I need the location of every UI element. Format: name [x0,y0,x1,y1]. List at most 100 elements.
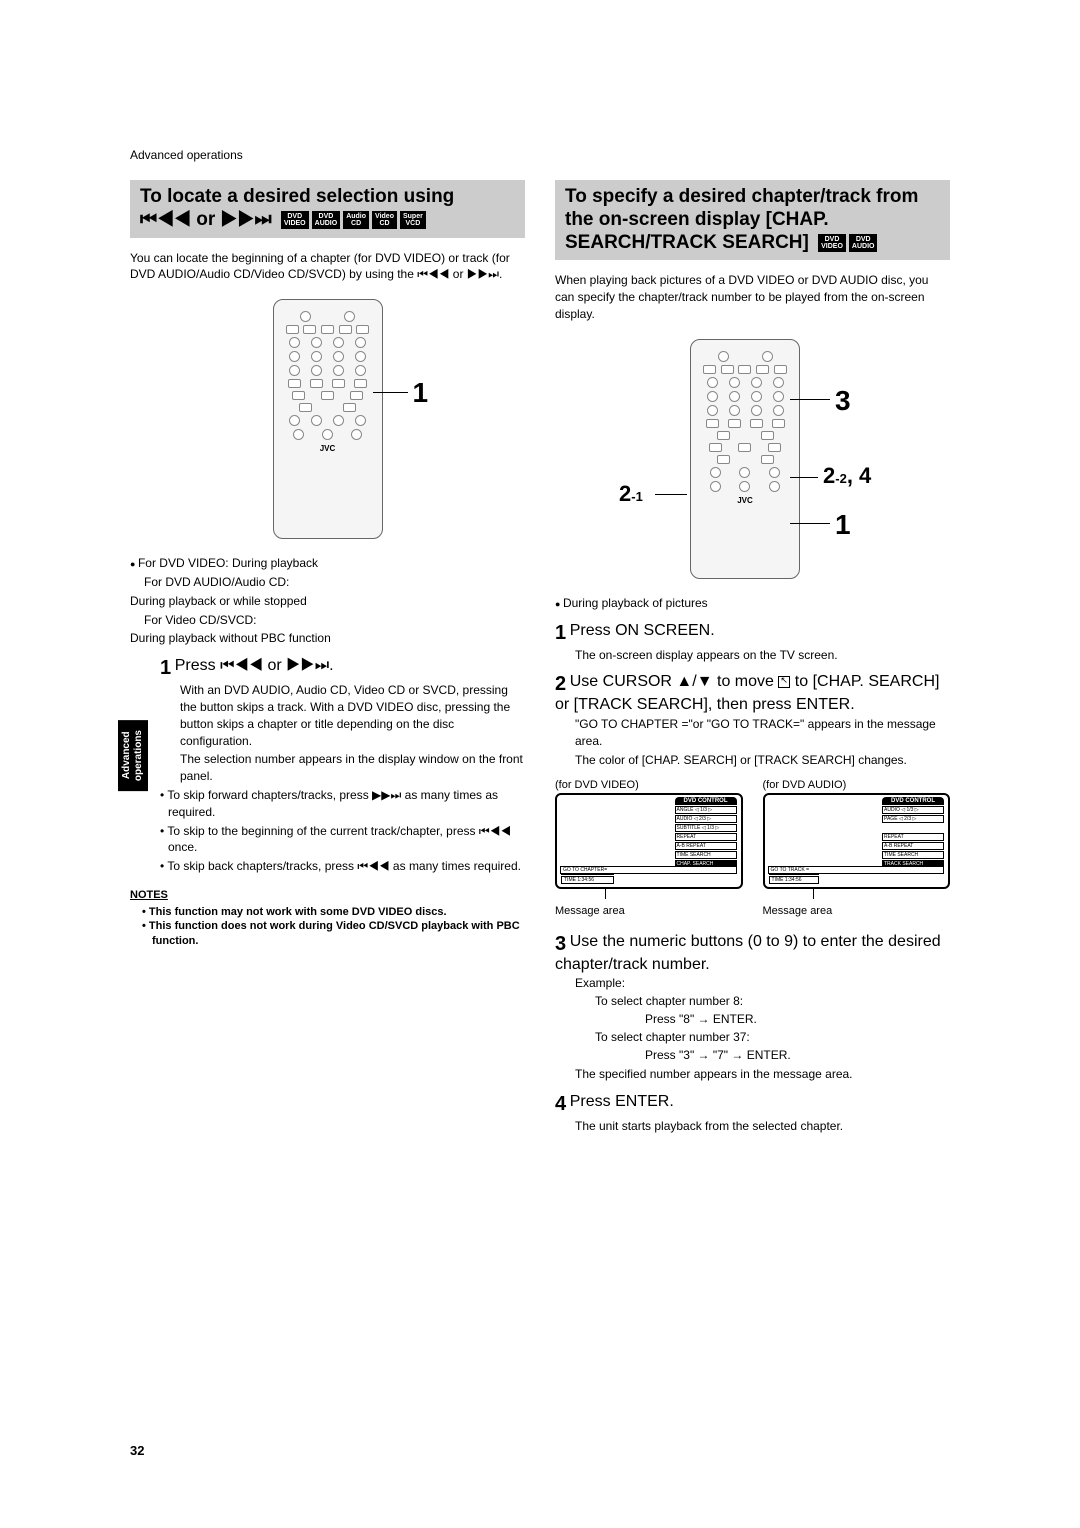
callout-2-2-4: 2-2, 4 [823,463,871,489]
step-body: The on-screen display appears on the TV … [575,647,950,664]
callout-1: 1 [835,509,851,541]
section-header: Advanced operations [130,148,243,162]
osd-audio-label: (for DVD AUDIO) [763,779,951,791]
page-number: 32 [130,1443,144,1458]
notes-title: NOTES [130,889,525,901]
side-tab: Advancedoperations [118,720,148,791]
osd-audio-box: DVD CONTROL AUDIO ◁ 1/3 ▷ PAGE ◁ 2/3 ▷ R… [763,793,951,889]
jvc-logo: JVC [284,444,372,453]
right-remote-figure: JVC 3 2-2, 4 2-1 1 [615,339,875,579]
osd-item: TIME SEARCH [882,851,944,859]
right-badges: DVDVIDEO DVDAUDIO [818,234,877,252]
notes-item: • This function may not work with some D… [152,905,525,919]
badge-video-cd: VideoCD [372,211,397,229]
example-line: To select chapter number 37: [595,1028,950,1046]
osd-panel-title: DVD CONTROL [675,797,737,805]
ctx-line: During playback or while stopped [130,593,525,610]
jvc-logo: JVC [701,496,789,505]
step-bullet: • To skip back chapters/tracks, press ⏮◀… [168,858,525,875]
left-column: To locate a desired selection using ⏮◀◀ … [130,180,525,1144]
osd-msg: GO TO CHAPTER= [560,866,737,874]
osd-item: REPEAT [882,833,944,841]
osd-audio-col: (for DVD AUDIO) DVD CONTROL AUDIO ◁ 1/3 … [763,779,951,917]
notes-item: • This function does not work during Vid… [152,919,525,948]
right-column: To specify a desired chapter/track from … [555,180,950,1144]
osd-chip: TIME 1:34:56 [561,876,614,884]
remote-outline: JVC [690,339,800,579]
step-body: "GO TO CHAPTER ="or "GO TO TRACK=" appea… [575,716,950,750]
osd-chip: TIME 1:34:56 [769,876,820,884]
osd-item: SUBTITLE ◁ 1/3 ▷ [675,824,737,832]
step-bullet: • To skip to the beginning of the curren… [168,823,525,857]
left-remote-figure: JVC 1 [223,299,433,539]
ctx-line: During playback without PBC function [130,630,525,647]
step-bullet: • To skip forward chapters/tracks, press… [168,787,525,821]
step-number: 3 [555,933,566,956]
badge-dvd-video: DVDVIDEO [818,234,846,252]
badge-dvd-video: DVDVIDEO [281,211,309,229]
osd-video-col: (for DVD VIDEO) DVD CONTROL ANGLE ◁ 1/3 … [555,779,743,917]
example-line: Press "8" → ENTER. [645,1010,950,1028]
right-step-4: 4 Press ENTER. The unit starts playback … [555,1093,950,1135]
badge-audio-cd: AudioCD [343,211,369,229]
right-step-1: 1 Press ON SCREEN. The on-screen display… [555,622,950,664]
remote-outline: JVC [273,299,383,539]
left-context: For DVD VIDEO: During playback For DVD A… [130,555,525,647]
step-title: Use the numeric buttons (0 to 9) to ente… [555,933,941,973]
ctx-line: For Video CD/SVCD: [144,612,525,629]
badge-dvd-audio: DVDAUDIO [849,234,878,252]
cursor-icon [778,676,790,688]
msg-area-label: Message area [555,905,743,917]
callout-1: 1 [413,377,429,409]
example-line: To select chapter number 8: [595,992,950,1010]
osd-item: REPEAT [675,833,737,841]
step-title: Press ENTER. [570,1093,674,1110]
right-step-2: 2 Use CURSOR ▲/▼ to move to [CHAP. SEARC… [555,673,950,768]
example-line: Press "3" → "7" → ENTER. [645,1046,950,1064]
osd-panel-title: DVD CONTROL [882,797,944,805]
callout-2-1: 2-1 [619,481,643,507]
osd-item: A-B REPEAT [675,842,737,850]
callout-3: 3 [835,385,851,417]
right-context: During playback of pictures [555,595,950,612]
left-intro: You can locate the beginning of a chapte… [130,250,525,284]
step-body: With an DVD AUDIO, Audio CD, Video CD or… [180,682,525,749]
left-title-line2: ⏮◀◀ or ▶▶⏭ [140,209,272,230]
left-title-line1: To locate a desired selection using [140,186,454,207]
example-label: Example: [575,974,950,992]
osd-video-box: DVD CONTROL ANGLE ◁ 1/3 ▷ AUDIO ◁ 2/3 ▷ … [555,793,743,889]
notes-box: NOTES • This function may not work with … [130,889,525,948]
left-badges: DVDVIDEO DVDAUDIO AudioCD VideoCD SuperV… [281,211,426,229]
osd-item: A-B REPEAT [882,842,944,850]
left-step-1: 1 Press ⏮◀◀ or ▶▶⏭. With an DVD AUDIO, A… [160,657,525,875]
badge-dvd-audio: DVDAUDIO [312,211,341,229]
step-title: Press ⏮◀◀ or ▶▶⏭. [175,657,334,674]
content-columns: To locate a desired selection using ⏮◀◀ … [130,180,950,1144]
msg-area-label: Message area [763,905,951,917]
ctx-line: For DVD AUDIO/Audio CD: [144,574,525,591]
step-title: Use CURSOR ▲/▼ to move to [CHAP. SEARCH]… [555,673,939,713]
badge-super-vcd: SuperVCD [400,211,426,229]
ctx-line: For DVD VIDEO: During playback [130,555,525,572]
step-body: The selection number appears in the disp… [180,751,525,785]
step-number: 2 [555,673,566,696]
step-number: 1 [160,657,171,680]
right-step-3: 3 Use the numeric buttons (0 to 9) to en… [555,933,950,1083]
osd-item: AUDIO ◁ 1/3 ▷ [882,806,944,814]
osd-item: TIME SEARCH [675,851,737,859]
right-intro: When playing back pictures of a DVD VIDE… [555,272,950,322]
osd-item: ANGLE ◁ 1/3 ▷ [675,806,737,814]
osd-item: PAGE ◁ 2/3 ▷ [882,815,944,823]
step-body: The unit starts playback from the select… [575,1118,950,1135]
step-number: 1 [555,622,566,645]
step-body: The color of [CHAP. SEARCH] or [TRACK SE… [575,752,950,769]
left-title-bar: To locate a desired selection using ⏮◀◀ … [130,180,525,238]
osd-video-label: (for DVD VIDEO) [555,779,743,791]
step-number: 4 [555,1093,566,1116]
step-body: The specified number appears in the mess… [575,1066,950,1083]
osd-row: (for DVD VIDEO) DVD CONTROL ANGLE ◁ 1/3 … [555,779,950,917]
osd-msg: GO TO TRACK = [768,866,945,874]
step-title: Press ON SCREEN. [570,622,715,639]
right-title-bar: To specify a desired chapter/track from … [555,180,950,260]
osd-item: AUDIO ◁ 2/3 ▷ [675,815,737,823]
